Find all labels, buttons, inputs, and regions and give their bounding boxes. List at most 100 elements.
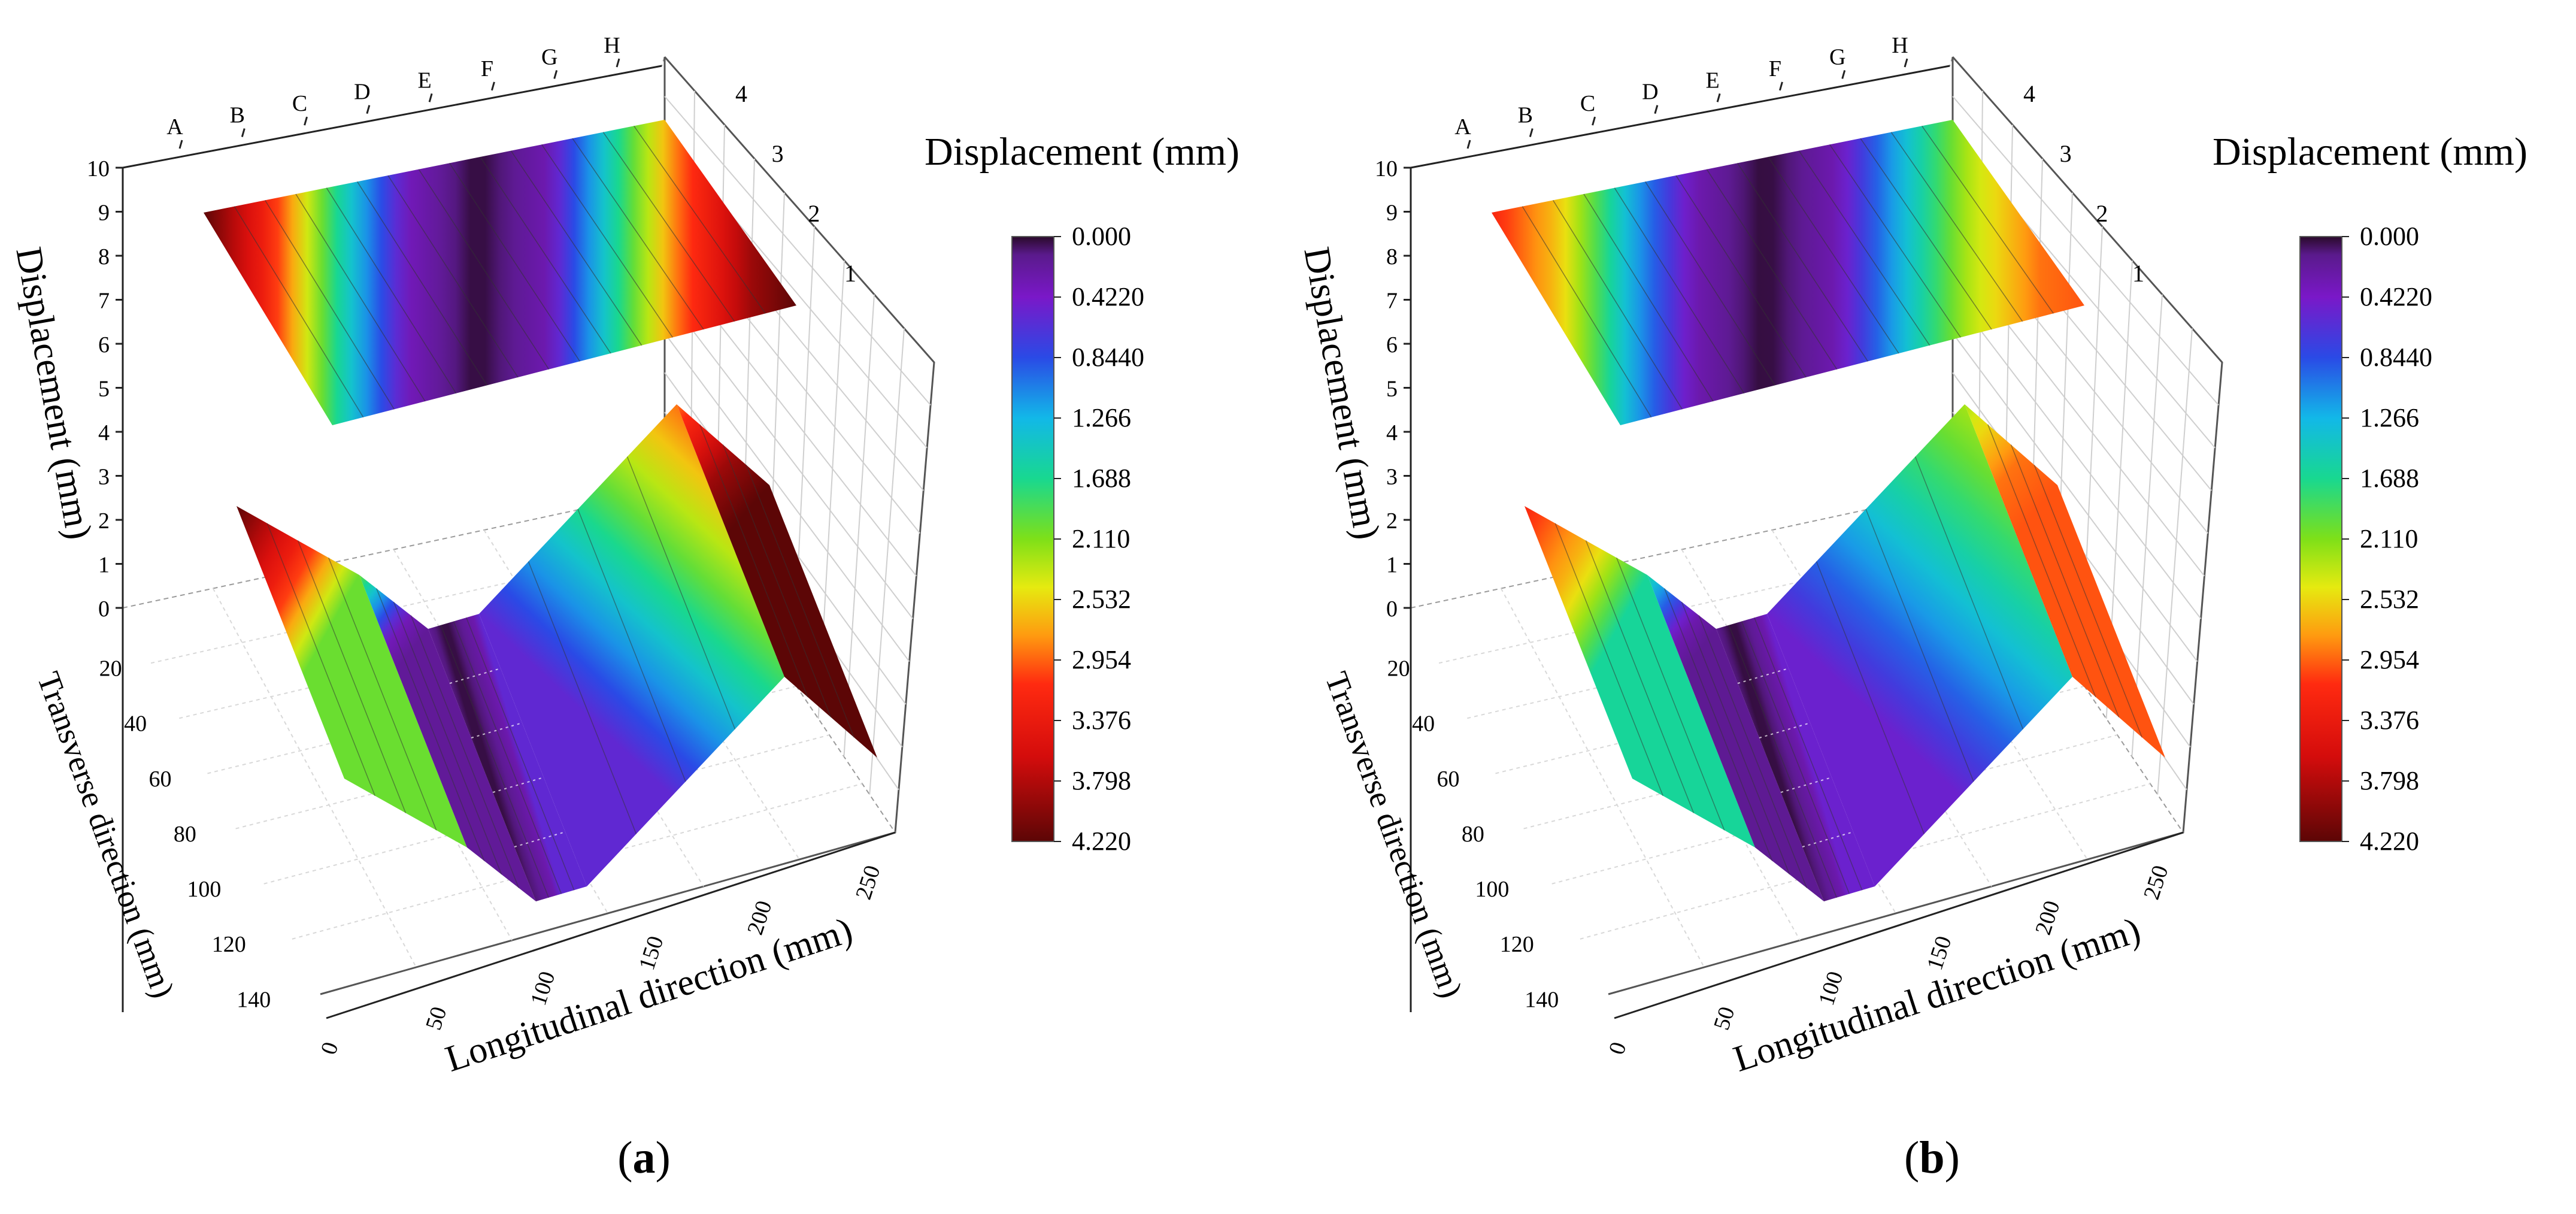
c0-y-tick-label: 140 — [237, 987, 271, 1012]
c0-top-tick — [241, 128, 246, 137]
c0-colorbar-tick-label: 0.8440 — [1072, 343, 1144, 372]
c0-top-letter: E — [418, 68, 432, 93]
c0-surface-contour — [393, 601, 502, 875]
c0-top-letter: G — [541, 44, 557, 69]
c0-top-contour — [357, 181, 487, 386]
c1-colorbar — [2299, 236, 2342, 842]
c0-y-tick-label: 120 — [212, 932, 246, 957]
c0-top-contour — [449, 162, 580, 362]
c1-wall-grid-v — [2131, 294, 2163, 757]
c0-surface-contour — [626, 456, 736, 729]
c0-top-contour — [541, 144, 673, 338]
c0-top-letter: D — [354, 80, 370, 105]
c0-wall-grid-h — [664, 332, 910, 662]
c1-top-tick — [1778, 81, 1783, 91]
c1-z-tick-label: 5 — [1386, 377, 1398, 402]
c1-top-tick — [1841, 70, 1846, 79]
c1-z-tick-label: 3 — [1386, 465, 1398, 490]
c1-colorbar-tick-label: 3.376 — [2360, 706, 2419, 735]
c0-surface-contour — [297, 540, 407, 813]
c0-colorbar — [1011, 236, 1054, 842]
c0-top-axis-line — [122, 65, 662, 169]
c1-surface-contour — [1664, 588, 1773, 861]
c1-surface-grid — [1780, 777, 1832, 793]
c0-floor-grid — [574, 510, 800, 860]
c0-top-tick — [553, 70, 558, 79]
c0-z-tick-label: 1 — [98, 553, 110, 578]
c1-top-letter: A — [1454, 114, 1471, 140]
c1-top-tick — [1529, 128, 1534, 137]
c0-surface-grid — [514, 831, 566, 847]
c1-surface-contour — [1987, 424, 2096, 698]
c1-x-tick-label: 200 — [2031, 898, 2065, 938]
c1-y-tick-label: 40 — [1412, 712, 1435, 737]
c0-z-axis-title: Displacement (mm) — [8, 244, 99, 542]
c1-z-tick-label: 4 — [1386, 420, 1398, 446]
c1-colorbar-title: Displacement (mm) — [2213, 130, 2527, 174]
c0-floor-grid — [302, 568, 513, 941]
c1-y-tick-label: 120 — [1500, 932, 1534, 957]
c1-colorbar-tick-label: 2.532 — [2360, 585, 2419, 614]
c1-top-letter: C — [1580, 91, 1595, 116]
c0-colorbar-tick-label: 3.376 — [1072, 706, 1131, 735]
c1-y-tick-label: 140 — [1525, 987, 1559, 1012]
c1-top-contour — [1583, 193, 1714, 402]
c1-colorbar-tick-label: 2.954 — [2360, 645, 2419, 674]
c1-top-contour — [1829, 144, 1961, 338]
c0-z-tick-label: 7 — [98, 289, 110, 314]
c1-z-tick-label: 7 — [1386, 289, 1398, 314]
c0-top-letter: A — [166, 114, 183, 140]
c0-top-tick — [428, 93, 433, 102]
c0-colorbar-tick-label: 2.110 — [1072, 524, 1130, 553]
c0-z-tick-label: 6 — [98, 332, 110, 358]
c1-top-tick — [1716, 93, 1721, 102]
c0-top-tick — [178, 140, 183, 149]
c1-top-tick — [1466, 140, 1471, 149]
c1-top-contour — [1798, 150, 1931, 346]
c0-top-contour — [387, 175, 519, 378]
c0-top-tick — [490, 81, 495, 91]
c0-top-tick — [366, 105, 371, 114]
c1-z-tick-label: 2 — [1386, 508, 1398, 534]
c1-z-tick-label: 10 — [1375, 156, 1398, 181]
c1-surface-contour — [1914, 456, 2024, 729]
c1-surface-grid — [1802, 831, 1854, 847]
c0-colorbar-tick-label: 1.688 — [1072, 464, 1131, 493]
c1-wall-grid-h — [1952, 293, 2202, 619]
c1-top-contour — [1890, 132, 2023, 322]
c0-top-map — [204, 120, 796, 425]
c0-x-tick-label: 50 — [421, 1004, 452, 1033]
c1-top-letter: G — [1829, 44, 1845, 69]
c1-top-contour — [1737, 162, 1868, 362]
c1-floor-grid — [1590, 568, 1801, 941]
c1-surface-contour — [1698, 615, 1807, 888]
c0-surface-contour — [328, 557, 437, 831]
c1-y-tick-label: 100 — [1475, 877, 1509, 902]
c0-wall-grid-h — [664, 293, 914, 619]
c0-side-tick-label: 4 — [735, 80, 747, 107]
c0-z-tick-label: 8 — [98, 244, 110, 270]
c1-surface-contour — [1741, 621, 1850, 894]
c1-top-axis-line — [1410, 65, 1950, 169]
c0-x-tick-label: 0 — [316, 1039, 344, 1058]
c0-surface-contour — [453, 621, 562, 894]
c0-x-axis-line — [326, 831, 896, 1019]
c1-colorbar-tick-label: 0.8440 — [2360, 343, 2432, 372]
c1-y-tick-label: 20 — [1387, 656, 1410, 681]
c0-colorbar-title: Displacement (mm) — [925, 130, 1239, 174]
c1-surface-contour — [1616, 557, 1725, 831]
c0-box-right — [320, 56, 935, 995]
c0-z-tick-label: 2 — [98, 508, 110, 534]
c0-colorbar-tick-label: 3.798 — [1072, 766, 1131, 795]
c1-surface-contour — [1754, 617, 1863, 891]
c0-side-tick-label: 2 — [808, 200, 820, 227]
c1-floor-grid — [1862, 510, 2088, 860]
c1-surface-contour — [1681, 601, 1790, 875]
c0-top-contour — [480, 156, 611, 354]
c0-z-tick-label: 10 — [87, 156, 110, 181]
c1-top-letter: F — [1769, 56, 1781, 81]
c0-colorbar-tick-label: 1.266 — [1072, 403, 1131, 432]
c0-x-tick-label: 150 — [634, 933, 669, 973]
c1-colorbar-tick-label: 0.000 — [2360, 222, 2419, 251]
c1-surface-contour — [1816, 561, 1925, 834]
